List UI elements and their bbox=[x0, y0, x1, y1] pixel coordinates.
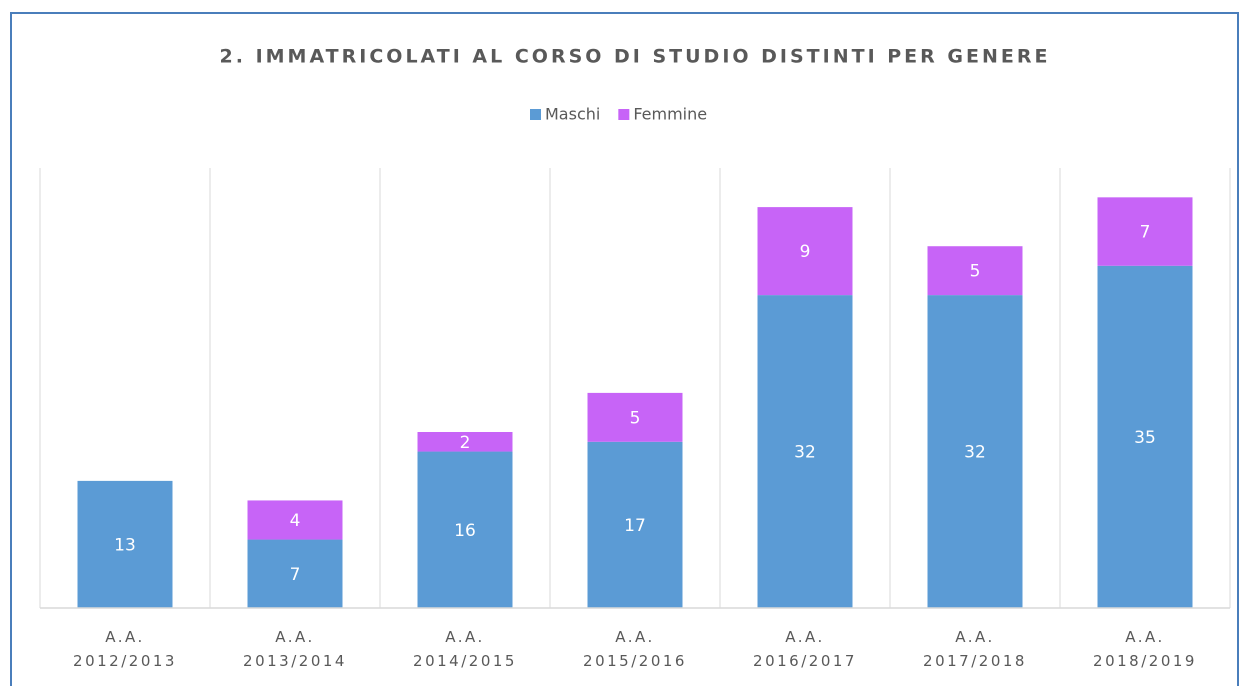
legend-label: Femmine bbox=[633, 105, 707, 124]
x-tick-label: A.A. 2018/2019 bbox=[1093, 628, 1197, 670]
x-tick-label: A.A. 2017/2018 bbox=[923, 628, 1027, 670]
bar-segment bbox=[757, 207, 853, 296]
data-label: 7 bbox=[290, 565, 301, 585]
bar-segment bbox=[417, 432, 513, 452]
data-label: 2 bbox=[460, 433, 471, 453]
chart-title: 2. IMMATRICOLATI AL CORSO DI STUDIO DIST… bbox=[220, 46, 1051, 68]
x-tick-label: A.A. 2016/2017 bbox=[753, 628, 857, 670]
chart-frame bbox=[10, 12, 1239, 686]
x-tick-label: A.A. 2012/2013 bbox=[73, 628, 177, 670]
data-label: 16 bbox=[454, 521, 476, 541]
data-label: 5 bbox=[630, 408, 641, 428]
bar-segment bbox=[587, 441, 683, 608]
bar-segment bbox=[587, 392, 683, 442]
x-tick-label: A.A. 2014/2015 bbox=[413, 628, 517, 670]
data-label: 13 bbox=[114, 535, 136, 555]
bar-segment bbox=[1097, 197, 1193, 266]
x-tick-label: A.A. 2015/2016 bbox=[583, 628, 687, 670]
data-label: 35 bbox=[1134, 428, 1156, 448]
bar-segment bbox=[247, 500, 343, 540]
legend-swatch bbox=[530, 109, 541, 120]
bar-segment bbox=[927, 295, 1023, 608]
bar-segment bbox=[757, 295, 853, 608]
data-label: 32 bbox=[794, 443, 816, 463]
bar-segment bbox=[77, 480, 173, 608]
data-label: 4 bbox=[290, 511, 301, 531]
x-tick-label: A.A. 2013/2014 bbox=[243, 628, 347, 670]
data-label: 32 bbox=[964, 443, 986, 463]
data-label: 7 bbox=[1140, 223, 1151, 243]
legend-swatch bbox=[618, 109, 630, 120]
bar-segment bbox=[417, 451, 513, 608]
legend: Maschi Femmine bbox=[530, 105, 707, 124]
bar-segment bbox=[247, 539, 343, 608]
bar-segment bbox=[1097, 265, 1193, 608]
data-label: 9 bbox=[800, 242, 811, 262]
legend-label: Maschi bbox=[545, 105, 600, 124]
bar-segment bbox=[927, 246, 1023, 296]
data-label: 5 bbox=[970, 262, 981, 282]
data-label: 17 bbox=[624, 516, 646, 536]
